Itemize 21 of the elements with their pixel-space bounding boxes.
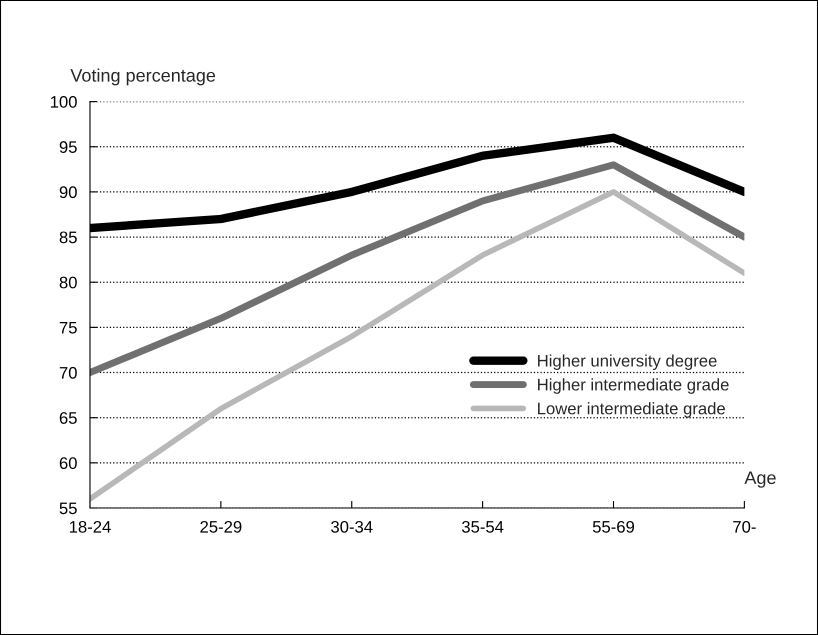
x-tick-label: 35-54 bbox=[462, 520, 504, 533]
legend-label: Lower intermediate grade bbox=[538, 402, 725, 418]
y-tick-label: 100 bbox=[50, 96, 77, 108]
x-tick-label: 30-34 bbox=[331, 520, 373, 533]
y-tick-label: 60 bbox=[60, 457, 77, 470]
y-tick-label: 85 bbox=[60, 231, 77, 244]
legend-label: Higher intermediate grade bbox=[538, 378, 729, 394]
y-tick-label: 75 bbox=[60, 322, 77, 334]
y-tick-label: 55 bbox=[60, 502, 77, 514]
x-tick-label: 18-24 bbox=[70, 520, 111, 533]
y-tick-label: 70 bbox=[60, 366, 77, 379]
y-tick-label: 80 bbox=[60, 276, 77, 288]
x-axis-title: Age bbox=[744, 472, 776, 488]
x-tick-label: 55-69 bbox=[592, 520, 634, 533]
y-tick-label: 65 bbox=[60, 412, 77, 424]
x-tick-label: 25-29 bbox=[200, 520, 242, 533]
x-tick-label: 70- bbox=[733, 520, 756, 533]
y-tick-label: 95 bbox=[60, 141, 77, 153]
y-axis-title: Voting percentage bbox=[70, 68, 216, 86]
legend-label: Higher university degree bbox=[538, 354, 717, 370]
y-tick-label: 90 bbox=[60, 186, 77, 198]
